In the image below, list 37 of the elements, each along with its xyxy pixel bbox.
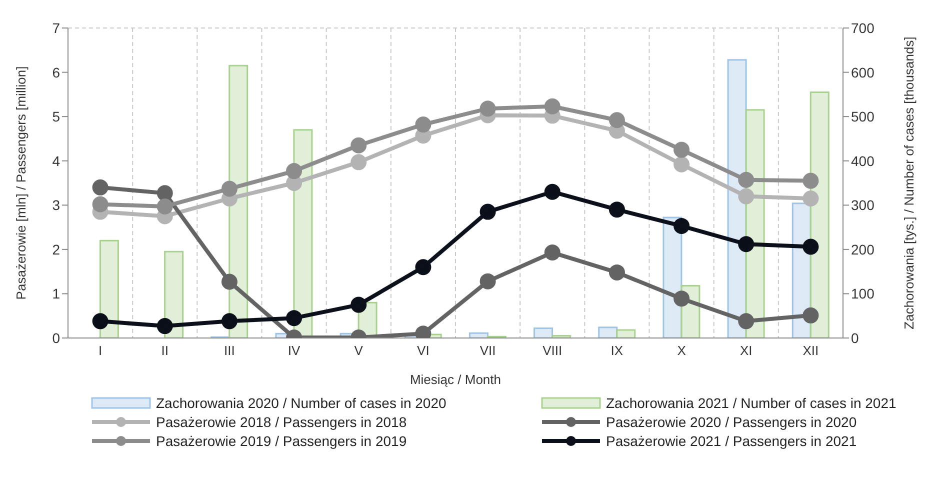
x-tick-label: VI: [417, 343, 430, 358]
x-tick-label: XII: [802, 343, 819, 358]
y2-tick-label: 300: [851, 197, 875, 214]
legend-label: Zachorowania 2021 / Number of cases in 2021: [606, 395, 896, 411]
x-tick-label: I: [98, 343, 102, 358]
y2-tick-label: 600: [851, 64, 875, 80]
y-tick-label: 0: [52, 330, 60, 346]
x-tick-label: VIII: [542, 343, 562, 358]
x-tick-label: X: [677, 343, 686, 358]
x-tick-label: VII: [480, 343, 496, 358]
y-tick-label: 1: [52, 286, 60, 302]
y2-tick-label: 0: [851, 330, 859, 346]
y-tick-label: 6: [52, 64, 60, 80]
legend-label: Pasażerowie 2019 / Passengers in 2019: [156, 433, 407, 449]
x-tick-label: III: [224, 343, 235, 358]
y-tick-label: 4: [52, 152, 60, 169]
y2-tick-label: 100: [851, 286, 875, 302]
y2-tick-label: 700: [851, 20, 875, 36]
y-axis-title: Pasażerowie [mln] / Passengers [million]: [14, 66, 29, 300]
x-tick-label: V: [354, 343, 364, 358]
x-axis-title: Miesiąc / Month: [410, 372, 502, 387]
y-tick-label: 2: [52, 241, 60, 258]
y2-tick-label: 400: [851, 152, 875, 169]
x-tick-label: IX: [610, 343, 624, 358]
x-tick-label: IV: [288, 343, 301, 358]
x-tick-label: XI: [740, 343, 752, 358]
y2-axis-title: Zachorowania [tys.] / Number of cases [thousands]: [902, 36, 917, 330]
y2-tick-label: 500: [851, 108, 875, 125]
legend-label: Zachorowania 2020 / Number of cases in 2020: [156, 395, 446, 411]
legend-label: Pasażerowie 2018 / Passengers in 2018: [156, 414, 407, 430]
y-tick-label: 7: [52, 20, 60, 36]
y2-tick-label: 200: [851, 241, 875, 258]
x-tick-label: II: [161, 343, 168, 358]
legend-label: Pasażerowie 2021 / Passengers in 2021: [606, 433, 857, 449]
y-tick-label: 5: [52, 108, 60, 125]
y-tick-label: 3: [52, 197, 60, 214]
legend-label: Pasażerowie 2020 / Passengers in 2020: [606, 414, 857, 430]
